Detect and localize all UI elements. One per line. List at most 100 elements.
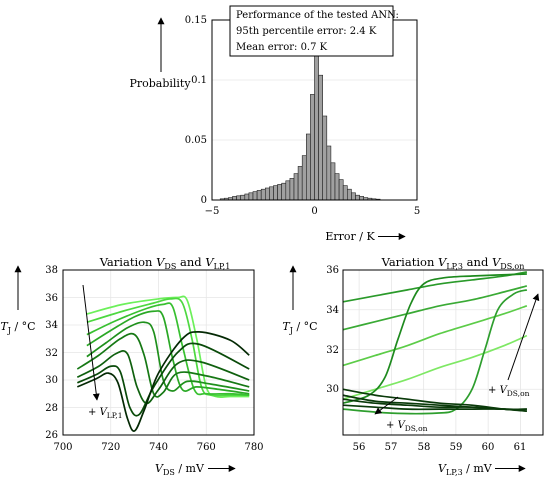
histogram-bar [281,182,287,201]
histogram-xlabel: Error / K [325,230,375,243]
left-xtick-760: 760 [197,442,216,453]
right-series-line [342,404,527,412]
right-ylabel: TJ / °C [282,320,317,335]
histogram-bar [277,184,283,201]
right-xtick-58: 58 [418,442,431,453]
left-xtick-780: 780 [244,442,263,453]
histogram-bar [289,178,295,201]
left-ytick-28: 28 [45,403,58,414]
histogram-ylabel: Probability [129,77,191,90]
hist-xtick-neg5: −5 [205,206,220,217]
histogram-chart: Probability 0.15 0.1 0.05 0 −5 0 5 Error… [129,5,420,243]
left-ytick-26: 26 [45,430,58,441]
histogram-bar [359,196,365,201]
histogram-bar [232,196,237,201]
right-series-line [342,304,528,367]
histogram-bar [346,188,352,201]
left-frame [62,269,255,436]
left-series-line [76,332,250,398]
histogram-bars [219,53,381,201]
right-vdson-arrow-1 [374,396,399,415]
right-ytick-30: 30 [326,384,339,395]
histogram-bar [260,188,266,201]
right-ytick-32: 32 [326,345,339,356]
left-xtick-720: 720 [101,442,120,453]
left-ylabel: TJ / °C [0,320,35,335]
histogram-bar [301,155,307,201]
left-xtick-700: 700 [53,442,72,453]
left-series-line [86,310,250,395]
histogram-bar [256,190,262,201]
histogram-bar [297,166,303,201]
histogram-bar [342,185,348,201]
histogram-bar [318,74,324,201]
left-ytick-34: 34 [45,320,58,331]
histogram-bar [236,195,242,201]
histogram-bar [322,115,328,201]
left-panel-title: Variation VDS and VLP,1 [99,255,231,271]
right-xtick-61: 61 [514,442,527,453]
right-panel-chart: Variation VLP,3 and VDS,on TJ / °C 36 34… [282,255,544,477]
histogram-bar [240,194,246,201]
info-box-frame [229,5,394,57]
right-xtick-59: 59 [450,442,463,453]
left-ytick-32: 32 [45,348,58,359]
histogram-bar [248,192,254,201]
histogram-bar [269,186,274,201]
histogram-bar [330,162,336,201]
hist-ytick-0.1: 0.1 [191,75,207,86]
histogram-bar [355,194,360,201]
histogram-bar [326,145,332,201]
left-series-line [76,342,250,417]
right-xlabel: VLP,3 / mV [438,462,493,477]
left-series-line [76,330,250,432]
info-box: Performance of the tested ANN: 95th perc… [229,5,399,57]
histogram-bar [351,192,356,201]
histogram-bar [252,191,258,201]
histogram-bar [305,133,311,201]
hist-xtick-0: 0 [311,206,317,217]
right-vdson-label-2: + VDS,on [488,385,530,398]
histogram-bar [273,185,278,201]
left-series-line [76,350,250,405]
right-series-line [342,285,528,331]
left-ytick-30: 30 [45,375,58,386]
info-box-line-2: 95th percentile error: 2.4 K [236,26,377,37]
left-panel-chart: Variation VDS and VLP,1 TJ / °C 38 36 34… [0,255,263,477]
histogram-bar [285,180,291,201]
histogram-bar [314,53,319,201]
histogram-bar [264,187,270,201]
left-series-line [86,321,250,392]
right-ytick-34: 34 [326,305,339,316]
histogram-bar [293,173,299,201]
right-series [342,271,528,415]
right-frame [342,269,544,436]
left-vlp1-label: + VLP,1 [88,407,122,420]
left-xtick-740: 740 [149,442,168,453]
right-series-line [342,289,528,415]
left-series-line [86,295,250,399]
right-vdson-label-1: + VDS,on [386,420,428,433]
left-vlp1-arrow [82,284,100,401]
hist-ytick-0: 0 [201,195,207,206]
left-series [76,295,250,432]
right-panel-title: Variation VLP,3 and VDS,on [381,255,525,271]
left-series-line [86,297,250,397]
histogram-bar [334,173,340,201]
right-xtick-57: 57 [385,442,398,453]
info-box-line-1: Performance of the tested ANN: [236,10,399,21]
hist-ytick-0.15: 0.15 [185,15,207,26]
right-ytick-36: 36 [326,265,339,276]
left-ytick-36: 36 [45,293,58,304]
left-ytick-38: 38 [45,265,58,276]
left-xlabel: VDS / mV [155,462,205,477]
right-series-line [342,271,528,303]
right-xtick-56: 56 [353,442,366,453]
right-xtick-60: 60 [482,442,495,453]
right-series-line [342,273,527,405]
info-box-line-3: Mean error: 0.7 K [236,42,328,53]
hist-xtick-5: 5 [414,206,420,217]
hist-ytick-0.05: 0.05 [185,135,207,146]
histogram-bar [244,193,250,201]
